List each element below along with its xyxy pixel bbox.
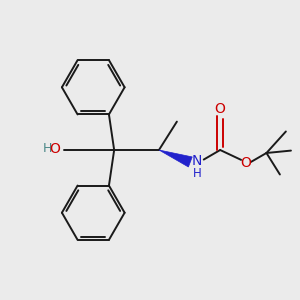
Text: N: N [192,154,202,168]
Text: O: O [49,142,60,156]
Polygon shape [159,150,192,167]
Text: O: O [241,156,252,170]
Text: H: H [193,167,201,180]
Text: O: O [215,102,226,116]
Text: H: H [42,142,52,155]
